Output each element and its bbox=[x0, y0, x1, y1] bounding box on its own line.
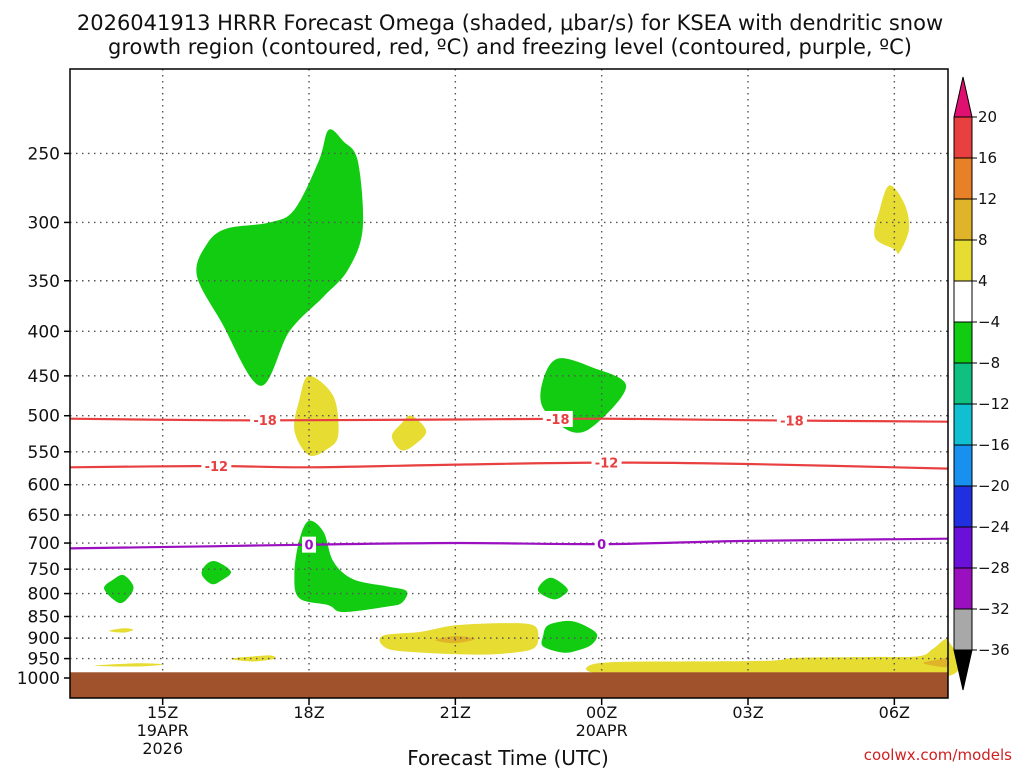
colorbar-segment-7 bbox=[953, 321, 973, 364]
plot-background bbox=[70, 69, 948, 698]
omega-region-green-upper-1 bbox=[196, 129, 364, 386]
ground-surface bbox=[70, 672, 948, 698]
colorbar-label-12: 16 bbox=[978, 149, 997, 167]
y-tick-label-650: 650 bbox=[28, 506, 60, 526]
colorbar-segment-3 bbox=[953, 485, 973, 528]
contour-label-bg-dendritic-snow-bottom-0 bbox=[201, 458, 232, 475]
y-tick-label-550: 550 bbox=[28, 443, 60, 463]
y-tick-label-400: 400 bbox=[28, 322, 60, 342]
contour-label-dendritic-snow-bottom-0: -12 bbox=[205, 460, 229, 475]
colorbar-label-9: 4 bbox=[978, 272, 988, 290]
y-tick-label-1000: 1000 bbox=[17, 669, 60, 689]
colorbar-label-0: −36 bbox=[978, 641, 1010, 659]
colorbar-segment-1 bbox=[953, 567, 973, 610]
colorbar-segment-10 bbox=[953, 198, 973, 241]
credit-link[interactable]: coolwx.com/models bbox=[864, 746, 1012, 764]
colorbar-segment-12 bbox=[953, 116, 973, 159]
colorbar-high-triangle bbox=[953, 76, 973, 118]
y-axis: 2503003504004505005506006507007508008509… bbox=[17, 144, 70, 689]
x-tick-label-03Z: 03Z bbox=[732, 703, 763, 722]
y-tick-label-300: 300 bbox=[28, 213, 60, 233]
contour-freezing-level bbox=[69, 537, 949, 550]
x-tick-label-00Z: 00Z bbox=[586, 703, 617, 722]
omega-region-yellow-upper-1 bbox=[874, 185, 910, 254]
contour-label-dendritic-snow-top-2: -18 bbox=[780, 415, 804, 430]
colorbar-label-3: −24 bbox=[978, 518, 1010, 536]
x-tick-date-00Z: 20APR bbox=[576, 721, 628, 740]
colorbar-segment-11 bbox=[953, 157, 973, 200]
omega-region-green-low-5 bbox=[541, 620, 598, 653]
y-tick-label-900: 900 bbox=[28, 629, 60, 649]
contour-label-bg-freezing-level-0 bbox=[302, 536, 317, 553]
colorbar-segment-5 bbox=[953, 403, 973, 446]
colorbar-segment-9 bbox=[953, 239, 973, 282]
colorbar-label-6: −12 bbox=[978, 395, 1010, 413]
omega-region-green-low-1 bbox=[104, 574, 134, 604]
contour-label-bg-dendritic-snow-top-1 bbox=[542, 410, 573, 427]
omega-region-green-low-2 bbox=[201, 561, 232, 585]
colorbar-label-11: 12 bbox=[978, 190, 997, 208]
colorbar-label-1: −32 bbox=[978, 600, 1010, 618]
colorbar-segment-6 bbox=[953, 362, 973, 405]
contour-label-bg-dendritic-snow-top-0 bbox=[250, 412, 281, 429]
chart-title-line-1: 2026041913 HRRR Forecast Omega (shaded, … bbox=[77, 11, 943, 35]
omega-region-yellow-low-4 bbox=[94, 663, 163, 667]
colorbar-label-13: 20 bbox=[978, 108, 997, 126]
contour-label-dendritic-snow-top-0: -18 bbox=[253, 414, 277, 429]
colorbar-segment-0 bbox=[953, 608, 973, 651]
colorbar-label-4: −20 bbox=[978, 477, 1010, 495]
y-tick-label-750: 750 bbox=[28, 560, 60, 580]
contour-label-dendritic-snow-bottom-1: -12 bbox=[595, 457, 619, 472]
y-tick-label-850: 850 bbox=[28, 608, 60, 628]
y-tick-label-250: 250 bbox=[28, 144, 60, 164]
contour-label-freezing-level-0: 0 bbox=[304, 539, 313, 554]
colorbar-label-2: −28 bbox=[978, 559, 1010, 577]
omega-region-yellow-low-1 bbox=[109, 628, 134, 633]
x-tick-label-21Z: 21Z bbox=[440, 703, 471, 722]
contour-dendritic-snow-top bbox=[69, 417, 949, 423]
contour-label-bg-dendritic-snow-top-2 bbox=[776, 412, 807, 429]
x-tick-label-06Z: 06Z bbox=[879, 703, 910, 722]
omega-region-yellow-mid-2 bbox=[391, 415, 427, 451]
colorbar-segment-8 bbox=[953, 280, 973, 323]
contour-label-dendritic-snow-top-1: -18 bbox=[546, 413, 570, 428]
y-tick-label-350: 350 bbox=[28, 272, 60, 292]
omega-region-yellow-low-5 bbox=[586, 639, 960, 679]
colorbar-label-8: −4 bbox=[978, 313, 1000, 331]
x-tick-label-18Z: 18Z bbox=[293, 703, 324, 722]
omega-region-orange-low-2 bbox=[923, 656, 950, 668]
contour-label-freezing-level-1: 0 bbox=[597, 538, 606, 553]
x-axis-label: Forecast Time (UTC) bbox=[407, 746, 609, 768]
omega-region-yellow-low-3 bbox=[230, 655, 276, 662]
colorbar-label-5: −16 bbox=[978, 436, 1010, 454]
x-tick-label-15Z: 15Z bbox=[147, 703, 178, 722]
y-tick-label-800: 800 bbox=[28, 585, 60, 605]
x-tick-date-15Z: 19APR bbox=[137, 721, 189, 740]
y-tick-label-950: 950 bbox=[28, 650, 60, 670]
y-tick-label-600: 600 bbox=[28, 476, 60, 496]
colorbar-label-7: −8 bbox=[978, 354, 1000, 372]
chart-title-line-2: growth region (contoured, red, ºC) and f… bbox=[108, 35, 912, 59]
contour-label-bg-dendritic-snow-bottom-1 bbox=[591, 454, 622, 471]
plot-area: -18 -18 -18 -12 -12 0 0 bbox=[69, 68, 960, 699]
plot-frame bbox=[69, 68, 949, 699]
x-tick-year-15Z: 2026 bbox=[142, 739, 183, 758]
colorbar-segment-4 bbox=[953, 444, 973, 487]
y-tick-label-450: 450 bbox=[28, 367, 60, 387]
colorbar-segment-2 bbox=[953, 526, 973, 569]
contour-label-bg-freezing-level-1 bbox=[594, 536, 609, 553]
colorbar: −36 −32 −28 −24 −20 −16 −12 −8 −4 4 8 12 16 20 bbox=[953, 76, 1010, 691]
y-tick-label-700: 700 bbox=[28, 534, 60, 554]
y-tick-label-500: 500 bbox=[28, 407, 60, 427]
colorbar-label-10: 8 bbox=[978, 231, 988, 249]
